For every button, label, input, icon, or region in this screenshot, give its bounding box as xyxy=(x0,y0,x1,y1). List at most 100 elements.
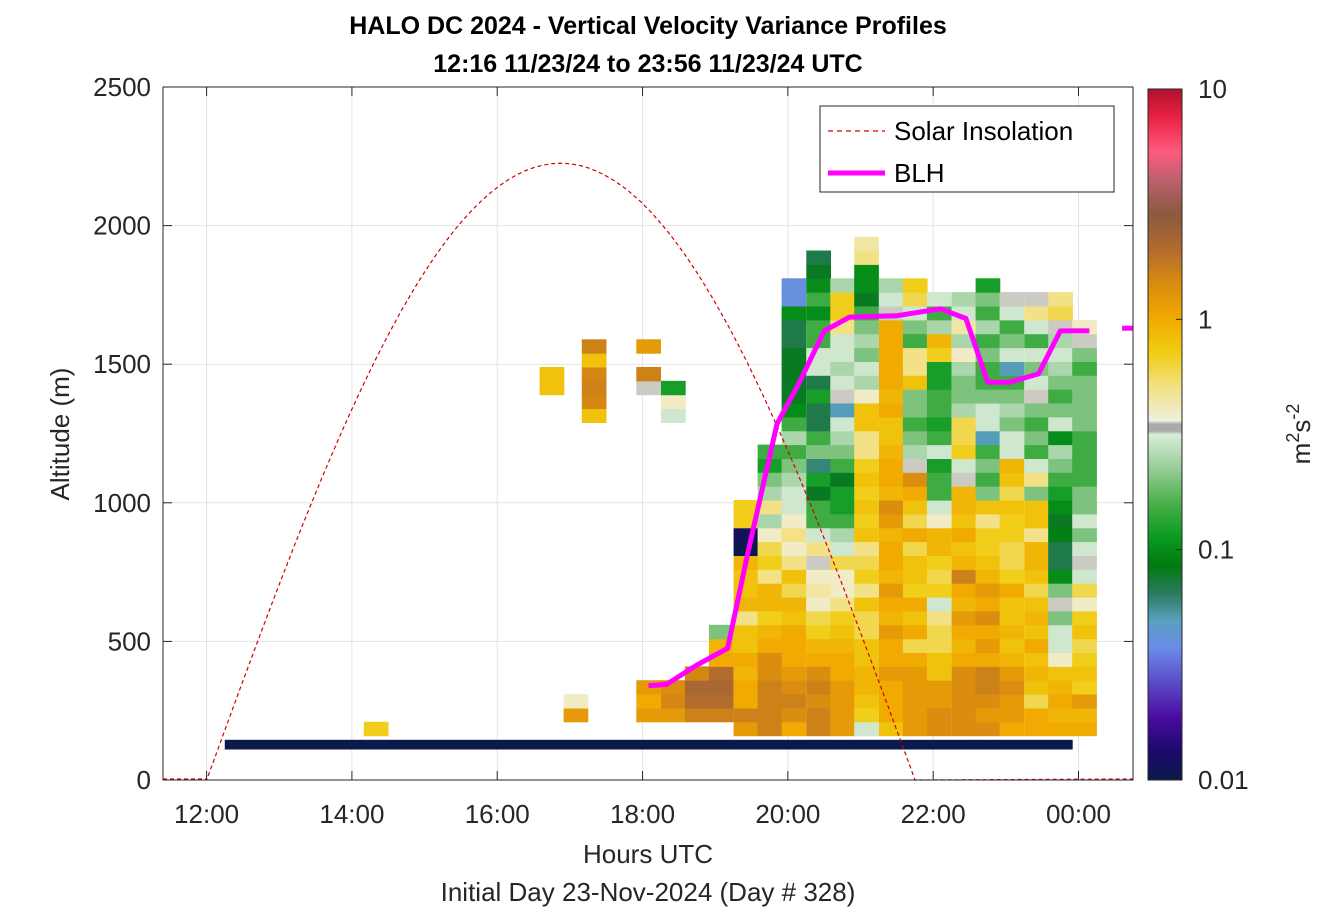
heatmap-cell xyxy=(951,624,977,640)
heatmap-cell xyxy=(1072,416,1097,432)
heatmap-cell xyxy=(1048,361,1073,376)
heatmap-cell xyxy=(854,347,879,362)
heatmap-cell xyxy=(878,292,904,307)
heatmap-cell xyxy=(975,513,1001,529)
heatmap-cell xyxy=(563,707,589,723)
heatmap-cell xyxy=(806,458,831,473)
heatmap-cell xyxy=(781,347,807,362)
heatmap-cell xyxy=(854,319,879,335)
legend-box xyxy=(819,105,1115,193)
heatmap-cell xyxy=(902,403,928,418)
heatmap-cell xyxy=(1072,430,1097,446)
heatmap-cell xyxy=(806,541,831,556)
heatmap-cell xyxy=(902,278,928,293)
heatmap-cell xyxy=(1072,721,1097,737)
heatmap-cell xyxy=(1048,652,1073,667)
x-axis-ticks: 12:00 14:00 16:00 18:00 20:00 22:00 00:00 xyxy=(174,87,1111,829)
y-tick-label: 500 xyxy=(108,626,151,656)
heatmap-cell xyxy=(951,541,977,556)
heatmap-cell xyxy=(1072,403,1097,418)
heatmap-cell xyxy=(830,680,855,695)
heatmap-cell xyxy=(781,694,807,709)
heatmap-cell xyxy=(661,380,686,396)
heatmap-cell xyxy=(757,694,783,709)
heatmap-cell xyxy=(854,624,879,640)
legend: Solar Insolation BLH xyxy=(819,105,1115,193)
heatmap-cell xyxy=(854,527,879,543)
heatmap-cell xyxy=(854,666,879,681)
heatmap-cell xyxy=(806,430,831,446)
heatmap-cell xyxy=(926,541,952,556)
heatmap-cell xyxy=(926,597,952,612)
heatmap-cell xyxy=(757,707,783,723)
heatmap-cell xyxy=(1072,610,1097,626)
heatmap-cell xyxy=(902,721,928,737)
heatmap-cell xyxy=(781,513,807,529)
heatmap-cell xyxy=(830,403,855,418)
heatmap-cell xyxy=(733,694,759,709)
colorbar-label-mid: s xyxy=(1286,420,1316,433)
heatmap-cell xyxy=(999,666,1025,681)
heatmap-cell xyxy=(902,666,928,681)
heatmap-cell xyxy=(975,707,1001,723)
heatmap-cell xyxy=(1072,458,1097,473)
heatmap-cell xyxy=(902,444,928,459)
heatmap-cell xyxy=(830,361,855,376)
heatmap-cell xyxy=(1024,347,1049,362)
heatmap-cell xyxy=(878,444,904,459)
heatmap-cell xyxy=(878,666,904,681)
heatmap-cell xyxy=(806,389,831,404)
heatmap-cell xyxy=(781,527,807,543)
heatmap-cell xyxy=(878,680,904,695)
heatmap-cell xyxy=(926,375,952,390)
heatmap-cell xyxy=(975,389,1001,404)
heatmap-cell xyxy=(926,389,952,404)
heatmap-cell xyxy=(975,527,1001,543)
heatmap-cell xyxy=(1024,707,1049,723)
heatmap-cell xyxy=(757,680,783,695)
heatmap-cell xyxy=(975,416,1001,432)
heatmap-cell xyxy=(830,569,855,584)
heatmap-cell xyxy=(1048,403,1073,418)
heatmap-cell xyxy=(830,472,855,487)
heatmap-cell xyxy=(757,541,783,556)
heatmap-cell xyxy=(975,680,1001,695)
heatmap-cell xyxy=(926,500,952,515)
heatmap-cell xyxy=(854,486,879,501)
heatmap-cell xyxy=(757,555,783,570)
heatmap-cell xyxy=(1024,513,1049,529)
heatmap-cell xyxy=(902,319,928,335)
heatmap-cell xyxy=(926,569,952,584)
heatmap-cell xyxy=(757,638,783,653)
heatmap-cell xyxy=(581,339,607,354)
heatmap-cell xyxy=(975,403,1001,418)
heatmap-cell xyxy=(806,597,831,612)
heatmap-cell xyxy=(733,624,759,640)
x-tick-label: 12:00 xyxy=(174,799,239,829)
heatmap-cell xyxy=(581,408,607,423)
colorbar-tick-label: 0.1 xyxy=(1198,535,1234,565)
heatmap-cell xyxy=(951,583,977,598)
heatmap-cell xyxy=(878,569,904,584)
heatmap-cell xyxy=(757,527,783,543)
heatmap-cell xyxy=(1072,500,1097,515)
heatmap-cell xyxy=(806,292,831,307)
heatmap-cell xyxy=(757,583,783,598)
heatmap-cell xyxy=(781,416,807,432)
heatmap-cell xyxy=(854,555,879,570)
heatmap-cell xyxy=(999,610,1025,626)
heatmap-cell xyxy=(806,666,831,681)
heatmap-cell xyxy=(999,292,1025,307)
heatmap-cell xyxy=(902,333,928,349)
heatmap-cell xyxy=(539,367,565,382)
heatmap-cell xyxy=(830,333,855,349)
heatmap-cell xyxy=(975,721,1001,737)
heatmap-cell xyxy=(902,597,928,612)
heatmap-cell xyxy=(999,721,1025,737)
heatmap-cell xyxy=(902,555,928,570)
heatmap-cell xyxy=(1072,638,1097,653)
colorbar-gradient xyxy=(1147,88,1183,781)
heatmap-cell xyxy=(926,444,952,459)
heatmap-cell xyxy=(951,721,977,737)
heatmap-cell xyxy=(1048,389,1073,404)
